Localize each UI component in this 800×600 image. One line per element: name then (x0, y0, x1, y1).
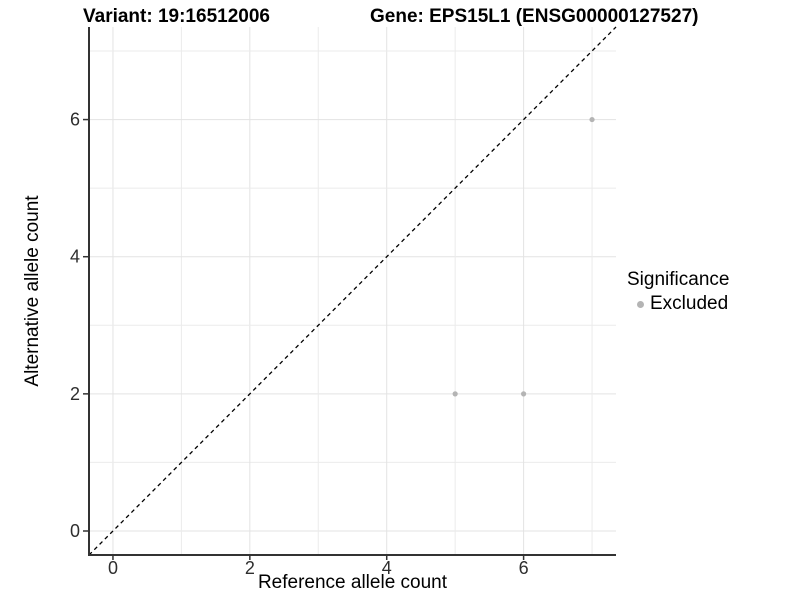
data-point (452, 391, 458, 397)
identity-line (88, 26, 617, 556)
legend-point-icon (636, 300, 644, 308)
data-point (589, 116, 595, 123)
data-point (521, 391, 527, 397)
legend-key (632, 295, 648, 313)
legend-title: Significance (627, 269, 730, 290)
x-tick-label: 6 (519, 558, 529, 578)
y-tick-label: 2 (70, 384, 80, 404)
legend-item-excluded: Excluded (627, 293, 729, 315)
x-tick-label: 2 (245, 558, 255, 578)
y-tick-label: 6 (70, 110, 80, 130)
x-axis-title: Reference allele count (257, 572, 448, 593)
legend-item-label: Excluded (650, 293, 729, 314)
plot-title-variant: Variant: 19:16512006 (83, 6, 270, 27)
y-axis-title: Alternative allele count (22, 195, 43, 387)
x-tick-label: 4 (382, 558, 392, 578)
y-tick-label: 4 (70, 247, 80, 267)
y-tick-label: 0 (70, 521, 80, 541)
legend: Significance Excluded (627, 269, 729, 315)
plot-title-gene: Gene: EPS15L1 (ENSG00000127527) (370, 6, 699, 27)
x-tick-label: 0 (108, 558, 118, 578)
